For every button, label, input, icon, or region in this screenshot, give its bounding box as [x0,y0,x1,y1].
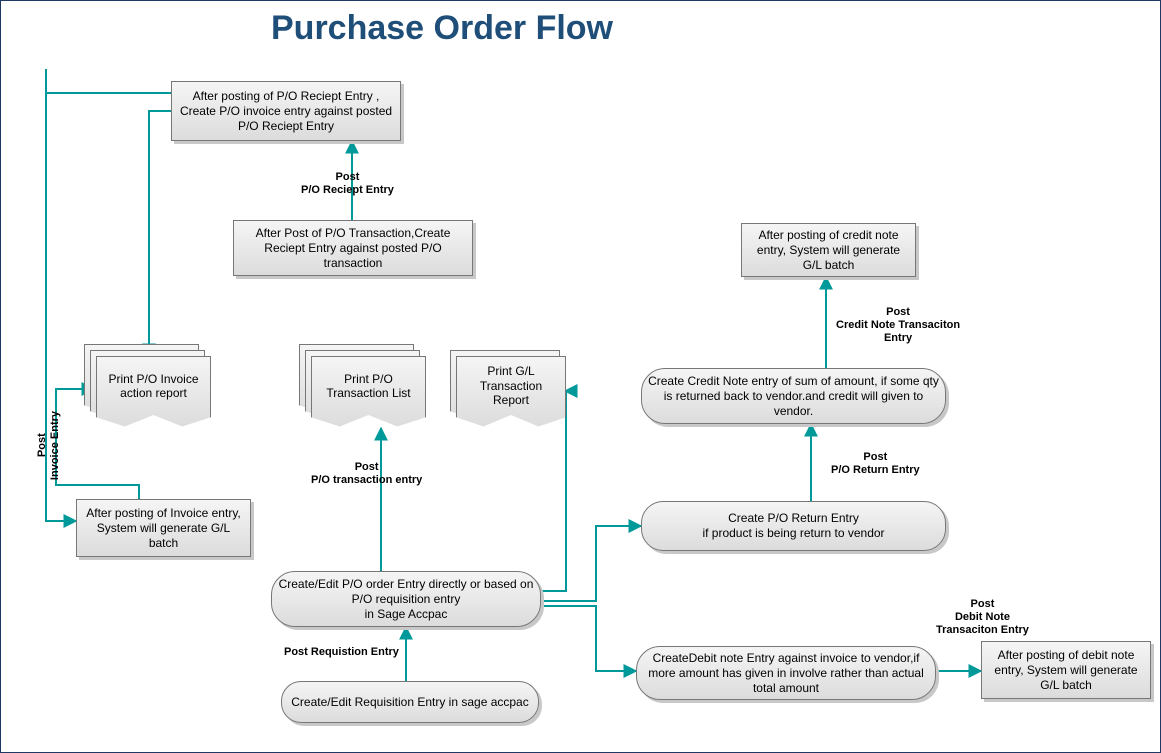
edge-label-l_post_return: Post P/O Return Entry [831,451,920,477]
edge-label-l_post_po_txn: Post P/O transaction entry [311,461,422,487]
node-n_debit_gl: After posting of debit note entry, Syste… [981,641,1151,699]
doc-label: Print P/O Transaction List [311,356,426,428]
edge-label-l_post_debit: Post Debit Note Transaciton Entry [936,598,1029,638]
doc-doc_po_txn: Print P/O Transaction List [311,356,426,428]
edge-label-l_post_req: Post Requistion Entry [284,646,399,659]
node-n_po_order: Create/Edit P/O order Entry directly or … [271,571,541,627]
edge-label-l_post_receipt: Post P/O Reciept Entry [301,171,394,197]
node-n_credit_note: Create Credit Note entry of sum of amoun… [641,368,946,424]
diagram-title: Purchase Order Flow [271,9,613,48]
node-n_invoice_entry: After posting of P/O Reciept Entry , Cre… [171,81,401,141]
doc-doc_gl_txn: Print G/L Transaction Report [456,356,566,428]
node-n_credit_gl: After posting of credit note entry, Syst… [741,223,916,277]
node-n_debit_note: CreateDebit note Entry against invoice t… [636,646,936,700]
node-n_return_entry: Create P/O Return Entryif product is bei… [641,501,946,551]
node-n_requisition: Create/Edit Requisition Entry in sage ac… [281,681,539,723]
edge-label-l_post_invoice: Post Invoice Entry [36,411,62,480]
doc-doc_invoice_report: Print P/O Invoice action report [96,356,211,428]
diagram-canvas: Purchase Order Flow After posting of P/O… [0,0,1161,753]
edge-e_invoice_to_report [149,111,171,356]
doc-label: Print G/L Transaction Report [456,356,566,428]
edge-e_invoice_top_out [46,71,171,93]
edge-e_po_to_debit [541,606,636,671]
edge-label-l_post_credit: Post Credit Note Transaciton Entry [836,306,960,346]
node-n_post_invoice_gl: After posting of Invoice entry, System w… [76,499,251,557]
node-n_receipt_entry: After Post of P/O Transaction,Create Rec… [233,220,473,276]
edge-e_po_to_return [541,526,641,601]
doc-label: Print P/O Invoice action report [96,356,211,428]
